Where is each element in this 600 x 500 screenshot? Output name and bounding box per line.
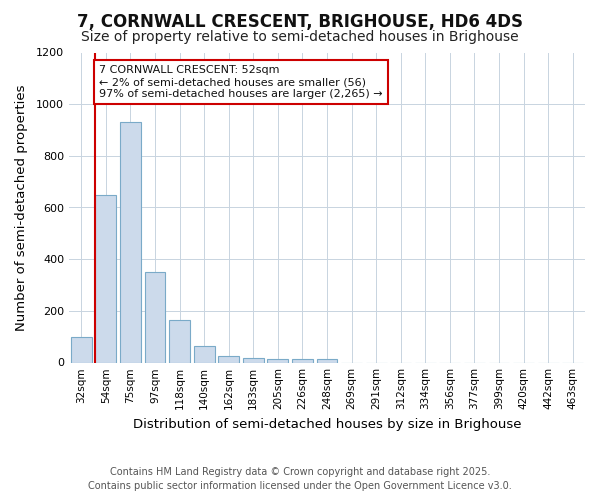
Y-axis label: Number of semi-detached properties: Number of semi-detached properties (14, 84, 28, 331)
Text: 7 CORNWALL CRESCENT: 52sqm
← 2% of semi-detached houses are smaller (56)
97% of : 7 CORNWALL CRESCENT: 52sqm ← 2% of semi-… (99, 66, 383, 98)
Bar (71, 336, 92, 362)
Bar (268, 360, 289, 362)
Bar (317, 360, 337, 362)
Text: Contains HM Land Registry data © Crown copyright and database right 2025.
Contai: Contains HM Land Registry data © Crown c… (88, 467, 512, 491)
Text: 7, CORNWALL CRESCENT, BRIGHOUSE, HD6 4DS: 7, CORNWALL CRESCENT, BRIGHOUSE, HD6 4DS (77, 12, 523, 30)
Text: Size of property relative to semi-detached houses in Brighouse: Size of property relative to semi-detach… (81, 30, 519, 44)
Bar (120, 122, 141, 362)
Bar (292, 360, 313, 362)
Bar (194, 346, 215, 362)
Bar (169, 320, 190, 362)
Bar (243, 358, 264, 362)
X-axis label: Distribution of semi-detached houses by size in Brighouse: Distribution of semi-detached houses by … (133, 418, 521, 431)
Bar (218, 356, 239, 362)
Bar (145, 272, 166, 362)
Bar (95, 194, 116, 362)
